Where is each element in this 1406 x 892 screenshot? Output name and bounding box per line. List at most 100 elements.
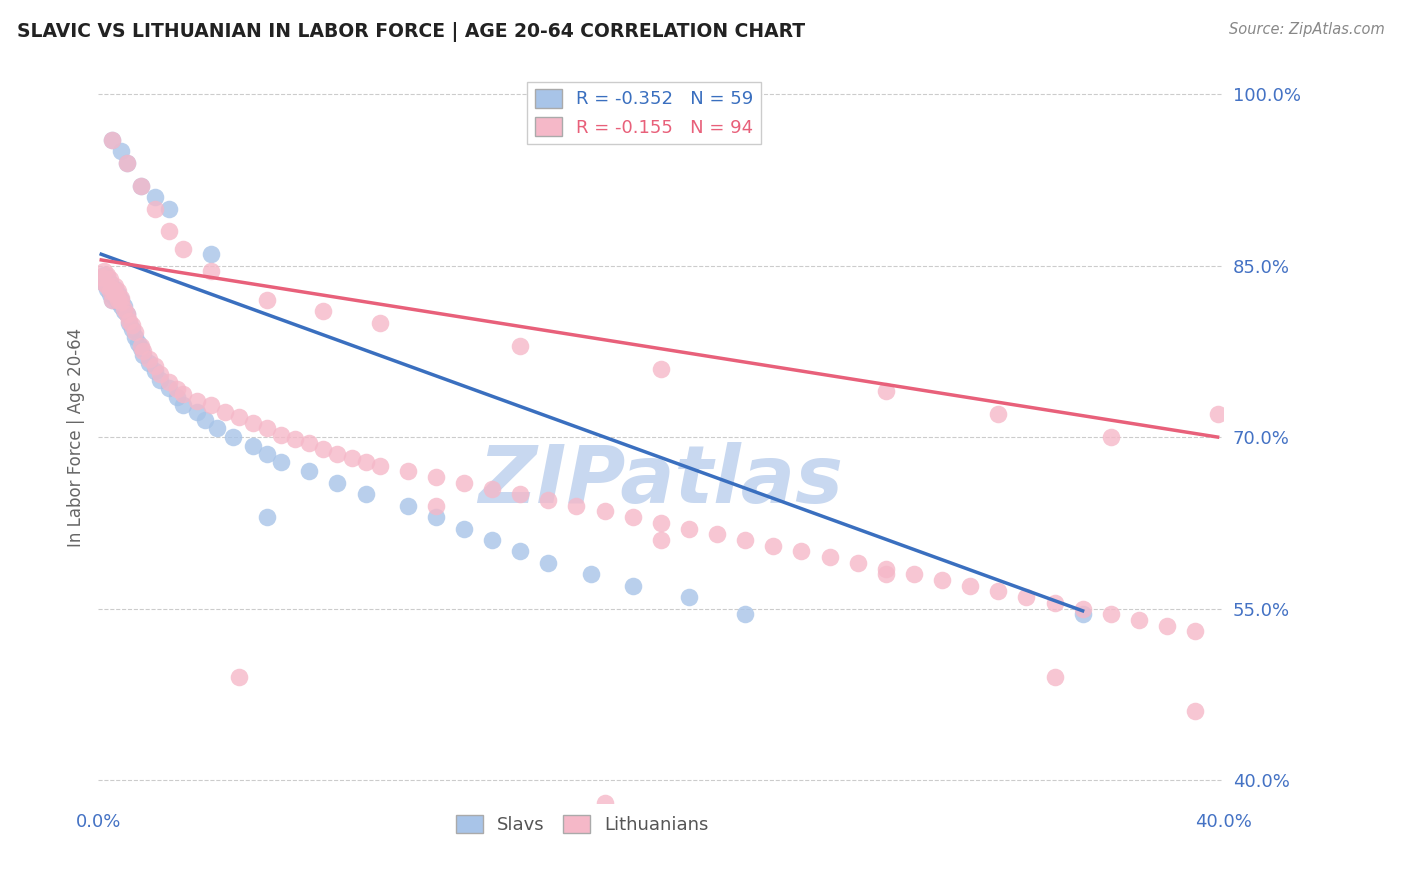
Point	[1184, 624, 1206, 639]
Point	[101, 293, 124, 307]
Point	[396, 499, 419, 513]
Point	[143, 364, 166, 378]
Text: Source: ZipAtlas.com: Source: ZipAtlas.com	[1229, 22, 1385, 37]
Point	[256, 447, 278, 461]
Point	[354, 487, 377, 501]
Point	[537, 492, 560, 507]
Point	[143, 359, 166, 374]
Point	[453, 521, 475, 535]
Point	[96, 270, 118, 285]
Point	[650, 533, 672, 547]
Point	[172, 386, 194, 401]
Point	[270, 427, 292, 442]
Point	[425, 470, 447, 484]
Point	[1043, 596, 1066, 610]
Point	[93, 276, 115, 290]
Point	[143, 202, 166, 216]
Point	[110, 145, 132, 159]
Point	[112, 299, 135, 313]
Point	[104, 291, 127, 305]
Point	[396, 464, 419, 478]
Point	[115, 155, 138, 169]
Point	[734, 533, 756, 547]
Point	[256, 510, 278, 524]
Point	[1015, 590, 1038, 604]
Point	[509, 339, 531, 353]
Point	[107, 284, 129, 298]
Point	[101, 133, 124, 147]
Point	[537, 556, 560, 570]
Point	[112, 301, 135, 317]
Point	[621, 510, 644, 524]
Point	[149, 373, 172, 387]
Point	[284, 433, 307, 447]
Point	[205, 421, 228, 435]
Point	[166, 390, 188, 404]
Point	[312, 442, 335, 456]
Point	[875, 561, 897, 575]
Point	[1206, 407, 1229, 421]
Point	[157, 376, 180, 390]
Point	[101, 133, 124, 147]
Point	[368, 316, 391, 330]
Point	[104, 279, 127, 293]
Point	[368, 458, 391, 473]
Legend: Slavs, Lithuanians: Slavs, Lithuanians	[449, 807, 716, 841]
Point	[172, 242, 194, 256]
Point	[270, 455, 292, 469]
Point	[228, 670, 250, 684]
Point	[124, 325, 146, 339]
Point	[1071, 601, 1094, 615]
Point	[98, 287, 121, 301]
Point	[509, 487, 531, 501]
Point	[678, 521, 700, 535]
Point	[104, 287, 127, 301]
Point	[987, 407, 1010, 421]
Point	[200, 247, 222, 261]
Point	[129, 339, 152, 353]
Point	[354, 455, 377, 469]
Point	[118, 316, 141, 330]
Point	[172, 398, 194, 412]
Point	[98, 272, 121, 286]
Point	[98, 276, 121, 290]
Point	[166, 382, 188, 396]
Point	[650, 516, 672, 530]
Point	[194, 413, 217, 427]
Point	[118, 313, 141, 327]
Point	[186, 393, 208, 408]
Point	[96, 268, 118, 282]
Point	[93, 264, 115, 278]
Point	[706, 527, 728, 541]
Point	[903, 567, 925, 582]
Point	[1156, 618, 1178, 632]
Point	[138, 356, 160, 370]
Point	[593, 504, 616, 518]
Point	[104, 281, 127, 295]
Point	[1184, 705, 1206, 719]
Point	[101, 281, 124, 295]
Point	[129, 341, 152, 355]
Point	[565, 499, 588, 513]
Point	[326, 475, 349, 490]
Point	[107, 295, 129, 310]
Point	[127, 336, 149, 351]
Point	[593, 796, 616, 810]
Point	[228, 409, 250, 424]
Point	[132, 344, 155, 359]
Point	[242, 439, 264, 453]
Point	[93, 276, 115, 290]
Point	[186, 405, 208, 419]
Point	[425, 510, 447, 524]
Point	[157, 381, 180, 395]
Point	[96, 279, 118, 293]
Point	[621, 579, 644, 593]
Point	[298, 435, 321, 450]
Point	[129, 178, 152, 193]
Point	[846, 556, 869, 570]
Point	[678, 590, 700, 604]
Point	[121, 321, 143, 335]
Point	[132, 348, 155, 362]
Point	[101, 284, 124, 298]
Point	[124, 329, 146, 343]
